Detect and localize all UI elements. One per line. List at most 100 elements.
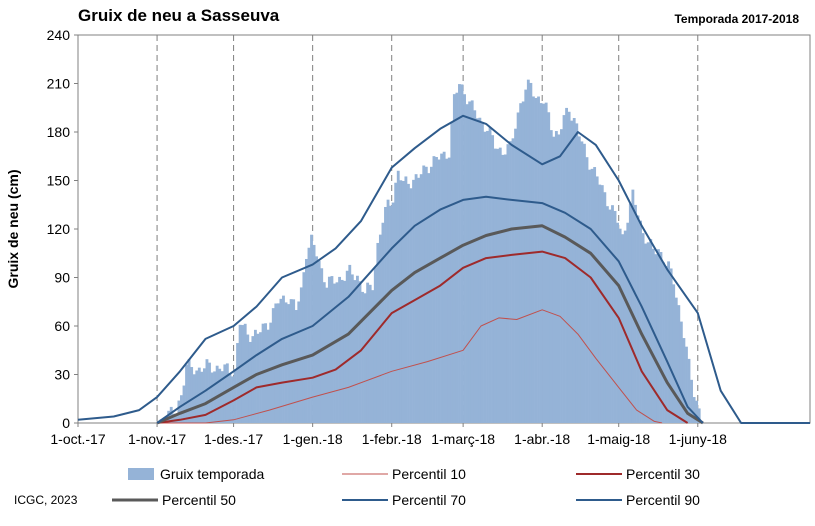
snow-depth-bar [478,117,482,424]
series-line-percentil-50 [156,224,704,425]
snow-depth-bar [376,242,380,423]
snow-depth-bar [225,363,229,423]
snow-depth-bar [516,112,520,424]
snow-depth-bar [264,323,268,423]
series-bars [159,79,701,424]
snow-depth-bar [521,101,525,423]
snow-depth-bar [266,329,270,423]
snow-depth-bar [598,184,602,423]
snow-depth-bar [299,287,303,423]
snow-depth-bar [636,215,640,423]
snow-depth-bar [634,204,637,423]
snow-depth-bar [327,276,331,423]
y-tick-label: 210 [47,76,71,92]
snow-depth-bar [692,397,696,423]
x-tick-label: 1-juny-18 [669,431,728,447]
chart-subtitle: Temporada 2017-2018 [674,12,799,26]
snow-depth-bar [202,368,206,423]
snow-depth-bar [294,310,298,423]
snow-depth-bar [409,188,413,423]
snow-depth-bar [371,290,375,423]
snow-depth-bar [307,247,311,423]
snow-depth-bar [259,332,262,423]
legend-label: Percentil 10 [392,466,466,482]
snow-depth-bar [593,167,597,423]
snow-depth-bar [585,157,589,424]
snow-depth-bar [639,220,642,423]
snow-depth-bar [172,413,176,423]
x-tick-label: 1-maig-18 [587,431,650,447]
snow-depth-bar [687,358,691,423]
snow-depth-bar [445,158,449,424]
snow-depth-bar [659,252,663,423]
y-tick-label: 60 [54,318,70,334]
snow-depth-bar [580,141,584,423]
snow-depth-bar [575,123,579,423]
legend-swatch [128,468,154,480]
y-axis-title: Gruix de neu (cm) [5,169,21,288]
snow-depth-bar [613,210,617,423]
source-credit: ICGC, 2023 [14,493,78,507]
snow-depth-bar [384,206,387,423]
snow-depth-bar [679,321,683,423]
snow-depth-bar [644,243,648,423]
snow-depth-bar [623,230,627,423]
snow-depth-bar [649,239,653,423]
snow-depth-bar [169,406,173,423]
legend-item: Percentil 50 [112,492,236,508]
snow-depth-bar [677,305,681,423]
snow-depth-bar [664,265,668,423]
snow-depth-bar [248,341,252,423]
y-tick-label: 150 [47,173,71,189]
snow-depth-bar [572,118,576,424]
snow-depth-bar [470,100,474,423]
snow-depth-bar [473,110,477,424]
legend-label: Percentil 70 [392,492,466,508]
snow-depth-bar [552,136,556,424]
snow-depth-bar [588,169,591,423]
snow-depth-bar [322,282,326,423]
snow-depth-bar [544,102,548,424]
snow-depth-bar [304,258,308,423]
snow-depth-bar [424,166,428,423]
snow-depth-bar [386,199,390,423]
snow-depth-bar [450,121,454,424]
snow-depth-bar [269,322,273,423]
snow-depth-bar [631,189,635,423]
snow-depth-bar [519,103,523,424]
x-tick-label: 1-febr.-18 [362,431,422,447]
snow-depth-bar [282,295,285,423]
snow-depth-bar [399,180,403,423]
x-tick-label: 1-des.-17 [204,431,263,447]
snow-depth-bar [297,301,301,423]
snow-depth-bar [241,325,245,423]
snow-depth-bar [460,84,464,423]
snow-depth-bar [496,148,500,423]
snow-depth-bar [320,268,324,423]
x-tick-label: 1-oct.-17 [50,431,105,447]
snow-depth-bar [333,283,336,423]
snow-depth-bar [429,166,433,423]
legend-item: Percentil 30 [576,466,700,482]
snow-depth-bar [251,336,255,423]
snow-depth-bar [330,276,334,423]
snow-depth-bar [514,128,517,423]
snow-depth-bar [557,134,561,423]
snow-depth-bar [488,126,492,424]
snow-depth-bar [276,303,280,423]
snow-depth-bar [452,94,456,424]
chart-title: Gruix de neu a Sasseuva [78,6,280,25]
snow-depth-bar [243,323,247,423]
snow-depth-bar [618,228,622,423]
snow-depth-bar [534,97,538,424]
snow-depth-bar [695,400,699,423]
snow-depth-bar [539,103,543,423]
snow-depth-bar [667,261,671,423]
series-line-percentil-30 [156,250,689,424]
snow-depth-bar [419,174,423,423]
snow-depth-bar [180,395,183,423]
snow-depth-bar [475,118,479,424]
snow-depth-bar [236,343,239,423]
snow-depth-bar [480,122,484,424]
